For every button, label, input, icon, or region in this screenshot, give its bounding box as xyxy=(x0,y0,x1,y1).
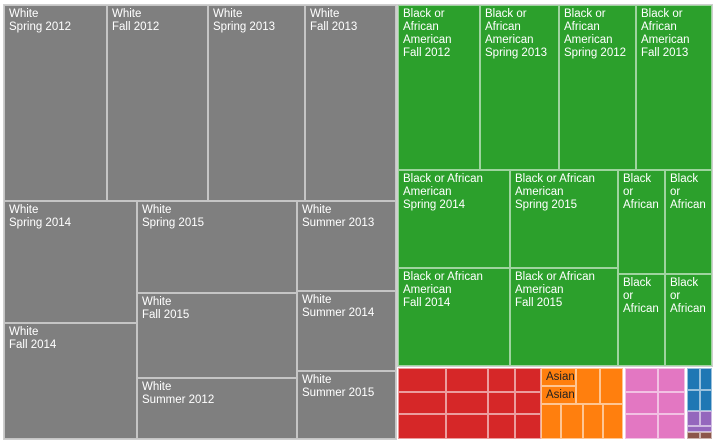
treemap-tile-group[interactable] xyxy=(687,426,712,432)
treemap-tile-group[interactable] xyxy=(515,368,541,392)
treemap-tile-asian[interactable] xyxy=(583,404,603,439)
treemap-tile-white[interactable]: White Spring 2014 xyxy=(4,201,137,323)
treemap-tile-asian[interactable] xyxy=(541,404,561,439)
tile-label: White Spring 2015 xyxy=(142,204,205,229)
treemap-tile-group[interactable] xyxy=(446,392,488,414)
tile-label: White Fall 2013 xyxy=(310,8,358,33)
treemap-tile-group[interactable] xyxy=(488,414,515,439)
tile-label: Black or African xyxy=(670,173,706,211)
treemap-tile-black-or-african-american[interactable]: Black or African American Fall 2013 xyxy=(636,5,712,170)
tile-label: Asian xyxy=(546,371,575,383)
tile-label: Black or African American Fall 2015 xyxy=(515,271,595,309)
treemap-tile-asian[interactable] xyxy=(576,368,600,404)
treemap-tile-black-or-african-american[interactable]: Black or African xyxy=(618,274,665,366)
treemap-tile-group[interactable] xyxy=(700,432,712,439)
treemap-tile-asian[interactable] xyxy=(603,404,623,439)
tile-label: White Fall 2012 xyxy=(112,8,160,33)
treemap-tile-white[interactable]: White Spring 2013 xyxy=(208,5,305,201)
tile-label: Black or African American Spring 2014 xyxy=(403,173,483,211)
treemap-tile-asian[interactable] xyxy=(600,368,623,404)
treemap-tile-asian[interactable] xyxy=(561,404,583,439)
treemap-tile-white[interactable]: White Summer 2015 xyxy=(297,371,396,439)
treemap-tile-group[interactable] xyxy=(687,432,700,439)
tile-label: Black or African American Spring 2015 xyxy=(515,173,595,211)
treemap-tile-group[interactable] xyxy=(658,392,685,414)
treemap-tile-white[interactable]: White Fall 2012 xyxy=(107,5,208,201)
treemap-tile-group[interactable] xyxy=(687,411,700,426)
treemap-tile-group[interactable] xyxy=(700,411,712,426)
treemap-tile-group[interactable] xyxy=(625,368,658,392)
tile-label: White Spring 2013 xyxy=(213,8,276,33)
treemap-tile-group[interactable] xyxy=(625,414,658,439)
treemap-tile-white[interactable]: White Fall 2015 xyxy=(137,293,297,378)
treemap-tile-white[interactable]: White Summer 2013 xyxy=(297,201,396,291)
tile-label: White Summer 2014 xyxy=(302,294,375,319)
treemap-tile-group[interactable] xyxy=(687,390,700,411)
treemap-tile-group[interactable] xyxy=(658,414,685,439)
tile-label: Black or African American Fall 2014 xyxy=(403,271,483,309)
tile-label: Black or African American Fall 2013 xyxy=(641,8,690,59)
tile-label: White Summer 2012 xyxy=(142,381,215,406)
treemap-tile-black-or-african-american[interactable]: Black or African American Fall 2012 xyxy=(398,5,480,170)
treemap-tile-white[interactable]: White Summer 2012 xyxy=(137,378,297,439)
treemap-tile-white[interactable]: White Summer 2014 xyxy=(297,291,396,371)
treemap-tile-group[interactable] xyxy=(700,390,712,411)
treemap-tile-white[interactable]: White Fall 2013 xyxy=(305,5,396,201)
treemap-tile-group[interactable] xyxy=(700,368,712,390)
treemap-tile-group[interactable] xyxy=(515,392,541,414)
treemap-tile-black-or-african-american[interactable]: Black or African xyxy=(618,170,665,274)
tile-label: White Fall 2014 xyxy=(9,326,57,351)
treemap-tile-black-or-african-american[interactable]: Black or African xyxy=(665,170,712,274)
treemap-tile-white[interactable]: White Spring 2012 xyxy=(4,5,107,201)
treemap-tile-group[interactable] xyxy=(687,368,700,390)
treemap-tile-asian[interactable]: Asian xyxy=(541,386,576,404)
tile-label: Black or African xyxy=(623,173,659,211)
treemap-tile-white[interactable]: White Spring 2015 xyxy=(137,201,297,293)
tile-label: White Fall 2015 xyxy=(142,296,190,321)
tile-label: Black or African American Spring 2013 xyxy=(485,8,548,59)
treemap-tile-group[interactable] xyxy=(658,368,685,392)
treemap-tile-group[interactable] xyxy=(625,392,658,414)
tile-label: Black or African xyxy=(623,277,659,315)
treemap-tile-black-or-african-american[interactable]: Black or African xyxy=(665,274,712,366)
treemap-tile-black-or-african-american[interactable]: Black or African American Spring 2015 xyxy=(510,170,618,268)
tile-label: White Summer 2013 xyxy=(302,204,375,229)
treemap-tile-black-or-african-american[interactable]: Black or African American Fall 2015 xyxy=(510,268,618,366)
treemap-tile-group[interactable] xyxy=(488,392,515,414)
treemap-tile-group[interactable] xyxy=(446,414,488,439)
tile-label: Black or African American Spring 2012 xyxy=(564,8,627,59)
treemap-tile-white[interactable]: White Fall 2014 xyxy=(4,323,137,439)
tile-label: White Spring 2012 xyxy=(9,8,72,33)
tile-label: Black or African American Fall 2012 xyxy=(403,8,452,59)
treemap-tile-group[interactable] xyxy=(515,414,541,439)
treemap-tile-group[interactable] xyxy=(398,368,446,392)
tile-label: Black or African xyxy=(670,277,706,315)
treemap-tile-black-or-african-american[interactable]: Black or African American Fall 2014 xyxy=(398,268,510,366)
treemap-tile-group[interactable] xyxy=(446,368,488,392)
treemap-tile-group[interactable] xyxy=(398,392,446,414)
treemap-tile-group[interactable] xyxy=(398,414,446,439)
tile-label: White Spring 2014 xyxy=(9,204,72,229)
treemap-tile-black-or-african-american[interactable]: Black or African American Spring 2012 xyxy=(559,5,636,170)
treemap-tile-black-or-african-american[interactable]: Black or African American Spring 2014 xyxy=(398,170,510,268)
treemap-tile-black-or-african-american[interactable]: Black or African American Spring 2013 xyxy=(480,5,559,170)
treemap-tile-group[interactable] xyxy=(488,368,515,392)
tile-label: White Summer 2015 xyxy=(302,374,375,399)
tile-label: Asian xyxy=(546,389,575,401)
treemap-tile-asian[interactable]: Asian xyxy=(541,368,576,386)
